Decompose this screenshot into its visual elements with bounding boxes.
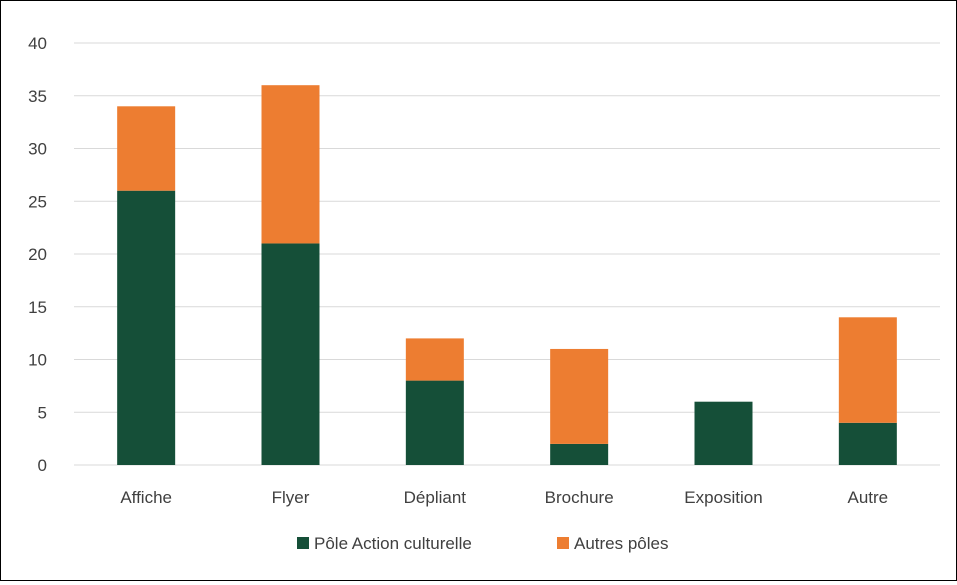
gridlines [74,42,940,466]
bar-segment [694,401,753,465]
legend-label: Pôle Action culturelle [314,534,472,553]
y-axis-ticks: 0 5 10 15 20 25 30 35 40 [28,34,47,475]
y-tick-label: 25 [28,192,47,211]
y-tick-label: 15 [28,298,47,317]
y-tick-label: 35 [28,87,47,106]
bar-segment [838,422,897,465]
bar-segment [550,443,609,465]
bar-segment [405,380,464,465]
legend-swatch [557,537,569,549]
bar-segment [261,243,320,465]
bar-segment [838,317,897,423]
bar-segment [261,85,320,244]
y-tick-label: 10 [28,351,47,370]
x-tick-label: Brochure [545,488,614,507]
x-tick-label: Flyer [272,488,310,507]
x-axis-labels: Affiche Flyer Dépliant Brochure Exposition Au… [120,488,888,507]
y-tick-label: 40 [28,34,47,53]
x-tick-label: Exposition [684,488,762,507]
legend: Pôle Action culturelle Autres pôles [297,534,669,553]
y-tick-label: 5 [38,403,47,422]
x-tick-label: Autre [848,488,889,507]
bar-segment [117,106,176,191]
bar-segment [550,348,609,444]
legend-label: Autres pôles [574,534,669,553]
legend-swatch [297,537,309,549]
bar-segment [405,338,464,381]
x-tick-label: Dépliant [404,488,467,507]
y-tick-label: 0 [38,456,47,475]
x-tick-label: Affiche [120,488,172,507]
y-tick-label: 20 [28,245,47,264]
bar-segment [117,190,176,465]
y-tick-label: 30 [28,140,47,159]
bars [117,85,897,465]
